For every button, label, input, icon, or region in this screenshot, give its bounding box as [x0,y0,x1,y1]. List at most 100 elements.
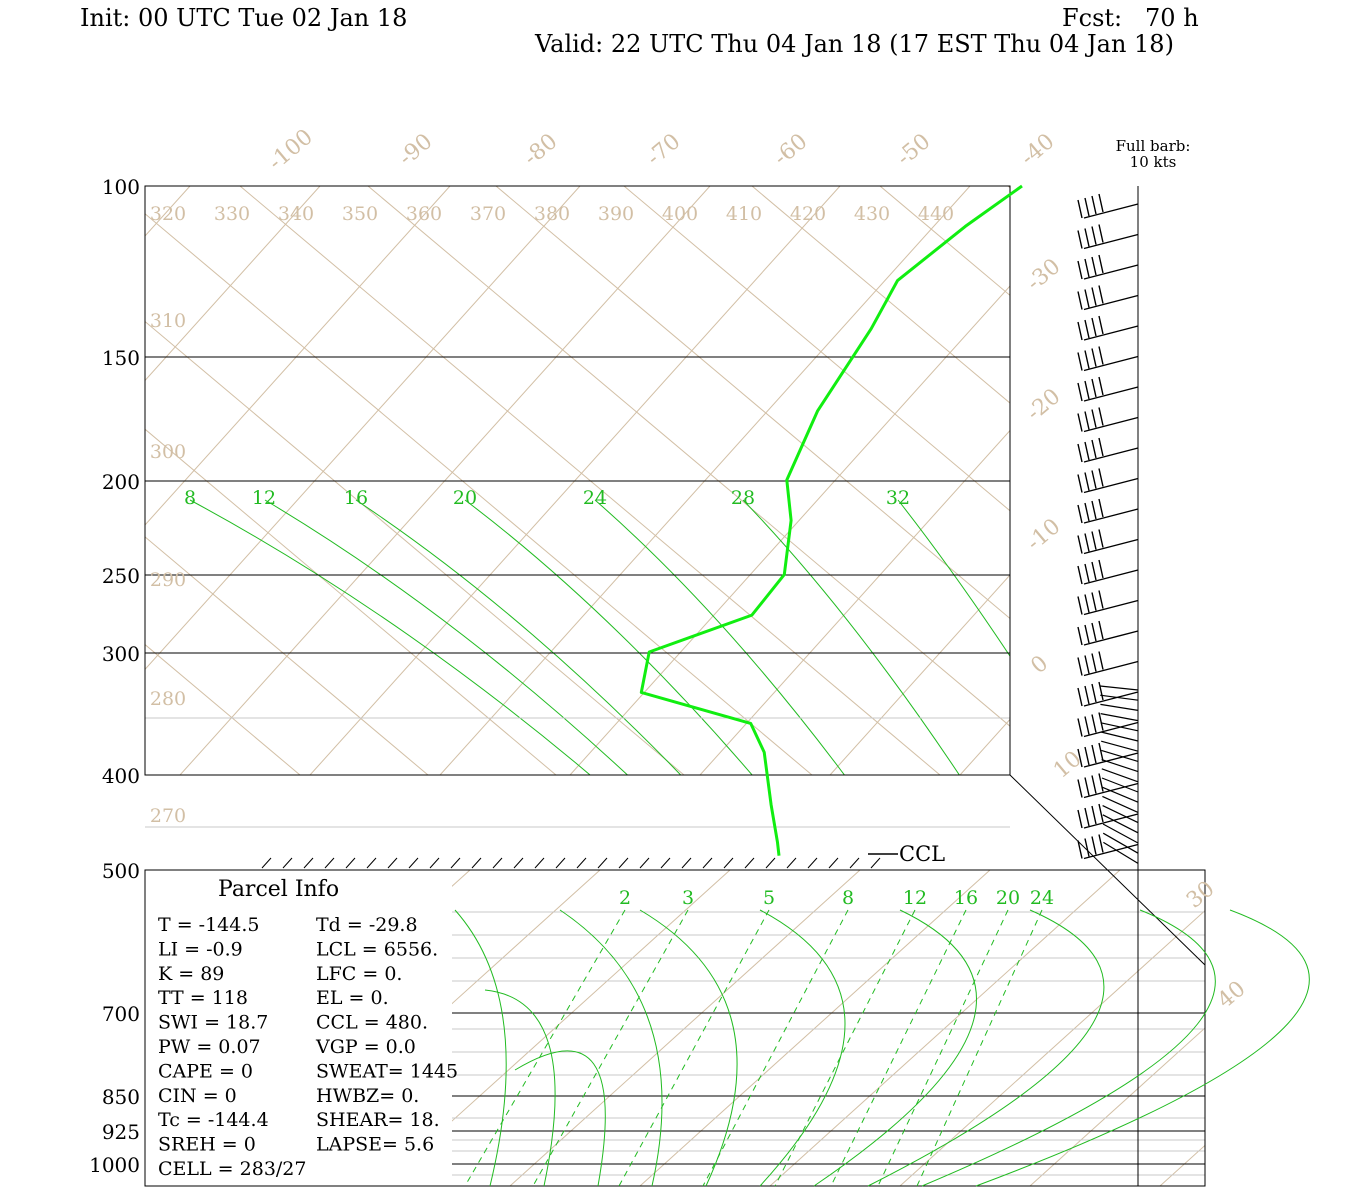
barb-staff [1083,477,1139,494]
barb-feather [1084,838,1090,857]
dry-adiabat-line [1264,186,1350,775]
isotherm-label: 30 [1182,876,1220,913]
hatch-mark [513,857,524,869]
barb-feather [1077,474,1083,493]
mixing-ratio-label: 2 [619,887,631,909]
barb-feather [1098,620,1104,640]
theta-label: 310 [150,310,186,332]
mixing-ratio-label: 20 [996,887,1020,909]
wind-barb [1077,376,1139,402]
barb-feather [1098,712,1104,731]
barb-feather [1098,468,1104,487]
hatch-mark [828,857,839,869]
barb-feather [1077,565,1083,585]
isotherm-label: 10 [1049,746,1087,783]
barb-feather [1077,657,1083,676]
barb-feather [1098,742,1104,762]
pressure-tick-label: 100 [102,175,140,199]
barb-feather [1084,777,1090,796]
barb-feather [1098,590,1104,609]
hatch-mark [471,857,482,869]
parcel-info-title: Parcel Info [218,877,339,902]
theta-label: 390 [598,203,634,225]
isotherm-label: -100 [264,125,318,176]
theta-label: 370 [470,203,506,225]
hatch-mark [408,857,419,869]
barb-feather [1098,254,1104,274]
hatch-mark [870,857,881,869]
barb-feather [1091,409,1097,428]
barb-staff [1100,722,1139,732]
mixing-ratio-label: 5 [763,887,775,909]
mixing-ratio-label: 3 [682,887,694,909]
mixing-ratio-dashed-line [464,909,626,1187]
barb-feather [1084,563,1090,583]
barb-feather [1091,256,1097,276]
barb-feather [1091,622,1097,642]
barb-feather [1084,624,1090,644]
saturation-curve [559,909,663,1187]
moist-adiabat-curve [355,499,769,871]
theta-label: 330 [214,203,250,225]
barb-feather [1091,226,1097,245]
barb-feather [1098,285,1104,304]
parcel-info-value: VGP = 0.0 [315,1036,416,1058]
pressure-tick-label: 300 [102,642,140,666]
barb-feather [1098,773,1104,792]
wind-barbs [1077,193,1139,864]
theta-label: 350 [342,203,378,225]
hatch-mark [303,857,314,869]
parcel-info-value: SHEAR= 18. [316,1109,440,1131]
barb-staff [1083,508,1139,524]
barb-staff [1083,843,1139,860]
parcel-info-value: LI = -0.9 [158,938,243,960]
parcel-info-value: CCL = 480. [316,1012,428,1034]
moist-adiabat-label: 32 [886,487,910,509]
parcel-info-value: T = -144.5 [158,914,260,936]
isotherm-line-lower [639,869,991,1186]
wind-barb [1077,590,1139,616]
barb-staff [1083,691,1139,707]
barb-feather [1077,352,1083,371]
mixing-ratio-label: 12 [903,887,927,909]
valid-time-label: Valid: 22 UTC Thu 04 Jan 18 (17 EST Thu … [535,30,1174,58]
barb-feather [1084,594,1090,613]
parcel-info-value: K = 89 [158,963,224,985]
barb-staff [1101,749,1139,762]
wind-barb [1077,437,1139,463]
hatch-mark [555,857,566,869]
barb-feather [1098,803,1104,823]
barb-feather [1098,346,1104,365]
dry-adiabat-line [879,186,1205,776]
barb-feather [1077,596,1083,615]
mixing-ratio-dashed-line [532,909,689,1187]
barb-staff [1102,814,1139,834]
theta-label: 340 [278,203,314,225]
isotherm-line-lower [769,869,1121,1186]
isotherm-line [1220,186,1350,775]
theta-label: 290 [150,569,186,591]
theta-label: 420 [790,203,826,225]
barb-feather [1077,291,1083,310]
isotherm-line-lower [1159,869,1205,1186]
barb-staff [1101,740,1139,752]
barb-feather [1098,193,1104,213]
wind-barb [1077,712,1139,738]
mixing-ratio-dashed-line [830,909,967,1187]
barb-feather [1077,199,1083,219]
wind-barb [1077,407,1139,433]
barb-feather [1084,807,1090,827]
dry-adiabat-line [1135,186,1205,776]
barb-staff [1083,386,1139,402]
parcel-info-value: EL = 0. [316,987,389,1009]
parcel-info-value: LAPSE= 5.6 [316,1134,434,1156]
theta-label: 320 [150,203,186,225]
barb-feather [1084,746,1090,766]
barb-feather [1098,681,1104,701]
barb-feather [1077,321,1083,341]
diagram-frame [144,185,1310,1187]
barb-feather [1084,197,1090,217]
barb-feather [1084,228,1090,247]
barb-feather [1091,714,1097,733]
isotherm-line [145,186,321,776]
